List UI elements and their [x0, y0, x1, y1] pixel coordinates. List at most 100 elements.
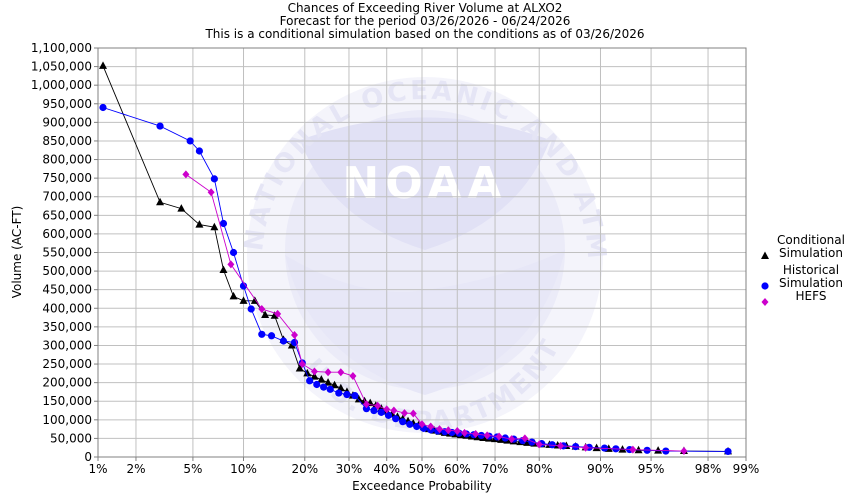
y-tick-label-250-000: 250,000	[42, 357, 92, 371]
chart-title: Chances of Exceeding River Volume at ALX…	[204, 1, 644, 41]
point-historical-simulation-26	[413, 422, 421, 431]
legend-marker-hefs	[761, 298, 769, 306]
point-historical-simulation-51	[195, 147, 204, 155]
y-tick-label-100-000: 100,000	[42, 413, 92, 427]
point-conditional-simulation-60	[229, 291, 238, 300]
y-tick-label-1-000-000: 1,000,000	[31, 78, 92, 92]
point-historical-simulation-44	[267, 332, 276, 340]
point-hefs-10	[461, 428, 469, 437]
point-historical-simulation-28	[399, 418, 407, 426]
point-historical-simulation-40	[306, 377, 314, 385]
point-conditional-simulation-64	[177, 204, 186, 212]
y-axis-label: Volume (AC-FT)	[10, 206, 24, 299]
watermark-bird	[300, 117, 550, 250]
y-tick-label-950-000: 950,000	[42, 97, 92, 111]
y-tick-label-800-000: 800,000	[42, 153, 92, 167]
point-historical-simulation-39	[313, 380, 321, 389]
point-conditional-simulation-59	[239, 296, 248, 304]
title-line-2: Forecast for the period 03/26/2026 - 06/…	[280, 14, 571, 28]
point-historical-simulation-34	[351, 392, 359, 400]
point-conditional-simulation-44	[354, 394, 363, 403]
point-hefs-11	[453, 426, 461, 435]
point-historical-simulation-52	[186, 137, 194, 145]
legend-label-historical-simulation-1: Simulation	[779, 276, 843, 290]
point-hefs-5	[521, 434, 529, 443]
legend-label-historical-simulation-0: Historical	[783, 263, 839, 277]
x-tick-label-95: 95%	[638, 462, 665, 476]
x-tick-label-40: 40%	[373, 462, 400, 476]
point-conditional-simulation-66	[99, 61, 108, 69]
point-hefs-3	[557, 441, 565, 450]
series	[99, 61, 733, 456]
point-hefs-4	[535, 440, 543, 449]
y-tick-label-350-000: 350,000	[42, 320, 92, 334]
y-tick-label-850-000: 850,000	[42, 134, 92, 148]
y-tick-label-200-000: 200,000	[42, 376, 92, 390]
x-axis-label: Exceedance Probability	[352, 479, 492, 493]
point-historical-simulation-17	[477, 431, 485, 440]
point-historical-simulation-45	[258, 330, 266, 338]
point-hefs-27	[291, 331, 299, 340]
point-hefs-2	[582, 443, 590, 452]
point-hefs-28	[274, 309, 282, 318]
point-historical-simulation-46	[247, 305, 255, 313]
y-tick-label-1-100-000: 1,100,000	[31, 41, 92, 55]
point-hefs-25	[310, 367, 318, 376]
y-tick-label-600-000: 600,000	[42, 227, 92, 241]
point-historical-simulation-38	[320, 383, 328, 391]
point-hefs-32	[182, 170, 190, 179]
point-hefs-0	[680, 447, 688, 456]
point-hefs-20	[374, 401, 382, 410]
point-hefs-26	[298, 360, 306, 369]
point-conditional-simulation-51	[310, 372, 319, 380]
point-conditional-simulation-49	[324, 378, 333, 386]
x-tick-label-1: 1%	[88, 462, 107, 476]
point-conditional-simulation-62	[210, 222, 219, 231]
title-line-3: This is a conditional simulation based o…	[204, 27, 644, 41]
watermark-noaa-letters: NOAA	[342, 158, 507, 209]
x-tick-label-30: 30%	[336, 462, 363, 476]
point-hefs-24	[324, 368, 332, 377]
point-hefs-14	[427, 422, 435, 431]
series-hefs	[182, 170, 688, 456]
legend-marker-conditional-simulation	[761, 251, 769, 259]
y-tick-label-300-000: 300,000	[42, 338, 92, 352]
point-historical-simulation-49	[219, 219, 228, 228]
y-tick-label-400-000: 400,000	[42, 301, 92, 315]
point-conditional-simulation-56	[270, 311, 279, 319]
point-conditional-simulation-57	[261, 310, 270, 318]
point-conditional-simulation-61	[219, 265, 228, 273]
point-hefs-30	[227, 260, 235, 269]
legend-marker-historical-simulation	[761, 282, 769, 290]
point-historical-simulation-27	[406, 420, 414, 428]
x-tick-label-80: 80%	[526, 462, 553, 476]
x-tick-label-10: 10%	[230, 462, 257, 476]
x-tick-label-5: 5%	[183, 462, 202, 476]
y-tick-label-500-000: 500,000	[42, 264, 92, 278]
y-tick-label-450-000: 450,000	[42, 283, 92, 297]
point-conditional-simulation-48	[330, 380, 339, 389]
point-historical-simulation-31	[377, 408, 385, 416]
point-hefs-23	[337, 368, 345, 377]
legend: Conditional SimulationHistoricalSimulatio…	[761, 233, 845, 306]
y-tick-label-50-000: 50,000	[50, 431, 92, 445]
y-tick-label-150-000: 150,000	[42, 394, 92, 408]
x-tick-label-2: 2%	[126, 462, 145, 476]
point-conditional-simulation-52	[303, 368, 312, 377]
legend-label-conditional-simulation-0: Conditional	[777, 233, 845, 247]
y-axis-ticks: 0 50,000 100,000 150,000 200,000 250,000 300,0…	[31, 41, 98, 464]
x-tick-label-99: 99%	[733, 462, 760, 476]
point-historical-simulation-9	[548, 441, 556, 449]
point-hefs-31	[207, 188, 215, 197]
point-historical-simulation-53	[156, 122, 164, 130]
point-hefs-9	[472, 429, 480, 438]
point-historical-simulation-35	[343, 390, 351, 399]
svg-text:NOAA: NOAA	[342, 158, 507, 209]
point-hefs-13	[436, 425, 444, 434]
y-tick-label-750-000: 750,000	[42, 171, 92, 185]
point-hefs-29	[258, 305, 266, 314]
point-hefs-15	[418, 420, 426, 429]
point-hefs-6	[508, 435, 516, 444]
point-hefs-19	[383, 405, 391, 414]
